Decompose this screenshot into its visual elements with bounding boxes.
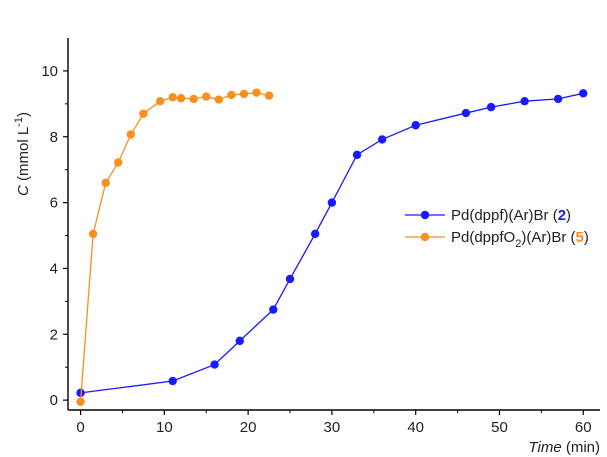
y-tick-label: 2 <box>50 326 58 343</box>
y-tick-label: 8 <box>50 129 58 146</box>
data-point-s5 <box>227 90 236 100</box>
data-point-s2 <box>327 198 337 207</box>
x-axis-label: Time (min) <box>528 439 600 456</box>
data-point-s2 <box>269 305 278 314</box>
data-point-s2 <box>76 388 85 398</box>
data-point-s2 <box>210 360 219 369</box>
data-point-s5 <box>252 88 261 97</box>
data-point-s5 <box>126 130 136 139</box>
axes-group: 0 10 20 30 40 50 60 0 2 4 6 8 10 Time (min) C (mmol L-… <box>13 38 600 456</box>
data-point-s2 <box>285 274 295 284</box>
data-point-s5 <box>189 94 198 104</box>
data-point-s5 <box>76 397 85 406</box>
x-tick-label: 20 <box>240 419 257 436</box>
data-point-s5 <box>239 89 249 99</box>
data-point-s2 <box>461 108 471 118</box>
data-point-s5 <box>139 109 148 118</box>
data-point-s2 <box>377 135 387 144</box>
x-tick-label: 30 <box>324 419 341 436</box>
data-point-s5 <box>176 94 186 103</box>
x-tick-label: 40 <box>407 419 424 436</box>
x-tick-label: 60 <box>575 419 592 436</box>
data-point-s2 <box>579 89 588 98</box>
series-layer <box>76 88 588 406</box>
series-line-s5 <box>79 91 270 402</box>
data-point-s2 <box>168 376 177 386</box>
data-point-s5 <box>114 158 123 167</box>
data-point-s5 <box>155 97 165 106</box>
data-point-s5 <box>88 229 98 239</box>
data-point-s2 <box>553 94 563 104</box>
data-point-s2 <box>352 150 362 160</box>
legend: Pd(dppf)(Ar)Br (2) Pd(dppfO2)(Ar)Br (5) <box>405 207 589 250</box>
series-line-s2 <box>80 92 584 394</box>
legend-marker-s2 <box>420 210 430 220</box>
data-point-s5 <box>101 178 110 188</box>
data-point-s2 <box>486 102 496 112</box>
legend-label-s2: Pd(dppf)(Ar)Br (2) <box>451 207 571 224</box>
y-tick-label: 0 <box>50 392 58 409</box>
data-point-s5 <box>264 91 274 100</box>
data-point-s5 <box>168 93 177 102</box>
x-tick-label: 0 <box>76 419 84 436</box>
data-point-s5 <box>202 92 211 101</box>
data-point-s5 <box>214 95 224 104</box>
x-tick-label: 10 <box>156 419 173 436</box>
y-axis-label: C (mmol L-1) <box>13 112 32 196</box>
data-point-s2 <box>411 121 420 130</box>
y-tick-label: 6 <box>50 195 58 212</box>
y-tick-label: 4 <box>50 260 58 277</box>
data-point-s2 <box>235 336 244 346</box>
data-point-s2 <box>310 229 320 239</box>
legend-marker-s5 <box>420 232 430 242</box>
y-tick-label: 10 <box>41 63 58 80</box>
legend-label-s5: Pd(dppfO2)(Ar)Br (5) <box>451 229 589 250</box>
data-point-s2 <box>520 97 529 106</box>
x-tick-label: 50 <box>491 419 508 436</box>
